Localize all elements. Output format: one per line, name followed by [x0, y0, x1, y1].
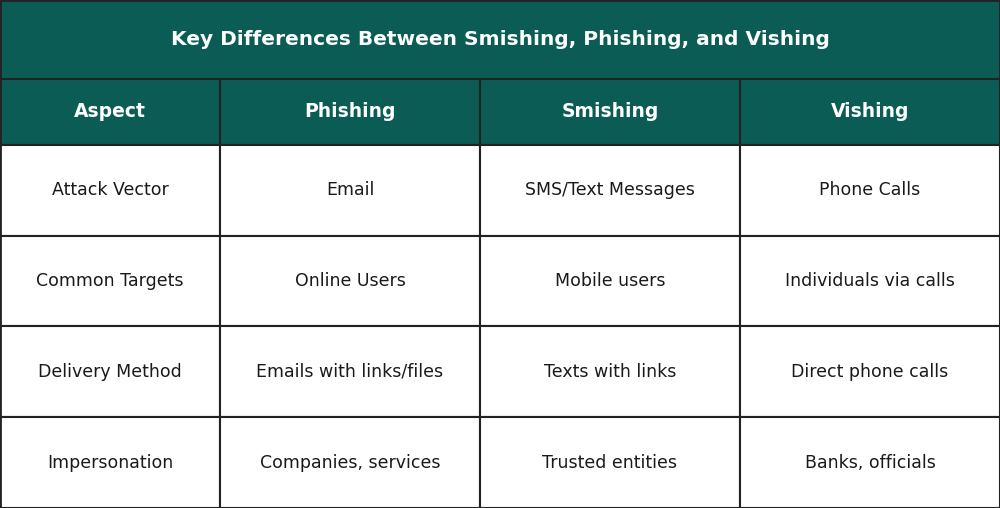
FancyBboxPatch shape: [740, 327, 1000, 417]
FancyBboxPatch shape: [480, 327, 740, 417]
FancyBboxPatch shape: [480, 417, 740, 508]
Text: Key Differences Between Smishing, Phishing, and Vishing: Key Differences Between Smishing, Phishi…: [171, 30, 829, 49]
FancyBboxPatch shape: [0, 79, 220, 145]
FancyBboxPatch shape: [220, 417, 480, 508]
Text: Online Users: Online Users: [295, 272, 405, 290]
Text: Emails with links/files: Emails with links/files: [256, 363, 444, 381]
FancyBboxPatch shape: [480, 145, 740, 236]
Text: Companies, services: Companies, services: [260, 454, 440, 471]
Text: SMS/Text Messages: SMS/Text Messages: [525, 181, 695, 199]
Text: Common Targets: Common Targets: [36, 272, 184, 290]
FancyBboxPatch shape: [0, 236, 220, 327]
Text: Trusted entities: Trusted entities: [542, 454, 678, 471]
FancyBboxPatch shape: [480, 236, 740, 327]
FancyBboxPatch shape: [220, 145, 480, 236]
FancyBboxPatch shape: [220, 236, 480, 327]
Text: Banks, officials: Banks, officials: [805, 454, 935, 471]
FancyBboxPatch shape: [0, 145, 220, 236]
Text: Vishing: Vishing: [831, 102, 909, 121]
FancyBboxPatch shape: [740, 236, 1000, 327]
Text: Email: Email: [326, 181, 374, 199]
Text: Aspect: Aspect: [74, 102, 146, 121]
Text: Phone Calls: Phone Calls: [819, 181, 921, 199]
FancyBboxPatch shape: [480, 79, 740, 145]
Text: Delivery Method: Delivery Method: [38, 363, 182, 381]
Text: Direct phone calls: Direct phone calls: [791, 363, 949, 381]
Text: Smishing: Smishing: [561, 102, 659, 121]
FancyBboxPatch shape: [740, 145, 1000, 236]
Text: Attack Vector: Attack Vector: [52, 181, 168, 199]
Text: Individuals via calls: Individuals via calls: [785, 272, 955, 290]
FancyBboxPatch shape: [0, 0, 1000, 79]
FancyBboxPatch shape: [0, 417, 220, 508]
Text: Mobile users: Mobile users: [555, 272, 665, 290]
Text: Phishing: Phishing: [304, 102, 396, 121]
FancyBboxPatch shape: [740, 417, 1000, 508]
FancyBboxPatch shape: [220, 79, 480, 145]
FancyBboxPatch shape: [220, 327, 480, 417]
FancyBboxPatch shape: [740, 79, 1000, 145]
FancyBboxPatch shape: [0, 327, 220, 417]
Text: Texts with links: Texts with links: [544, 363, 676, 381]
Text: Impersonation: Impersonation: [47, 454, 173, 471]
